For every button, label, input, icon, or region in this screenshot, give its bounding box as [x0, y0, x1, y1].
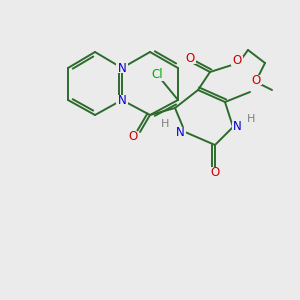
Bar	[116, 63, 128, 73]
Text: O: O	[251, 74, 261, 86]
Text: N: N	[118, 61, 126, 74]
Text: H: H	[247, 114, 255, 124]
Text: O: O	[210, 166, 220, 178]
Bar	[250, 75, 262, 85]
Bar	[231, 56, 243, 66]
Bar	[148, 70, 166, 80]
Bar	[209, 167, 221, 177]
Text: O: O	[232, 55, 242, 68]
Text: N: N	[232, 121, 242, 134]
Bar	[127, 132, 139, 142]
Text: O: O	[185, 52, 195, 65]
Text: O: O	[128, 130, 138, 143]
Text: N: N	[118, 94, 126, 106]
Bar	[174, 127, 186, 137]
Text: N: N	[176, 125, 184, 139]
Text: Cl: Cl	[151, 68, 163, 82]
Bar	[116, 95, 128, 105]
Bar	[184, 54, 196, 64]
Text: H: H	[161, 119, 169, 129]
Bar	[232, 122, 244, 132]
